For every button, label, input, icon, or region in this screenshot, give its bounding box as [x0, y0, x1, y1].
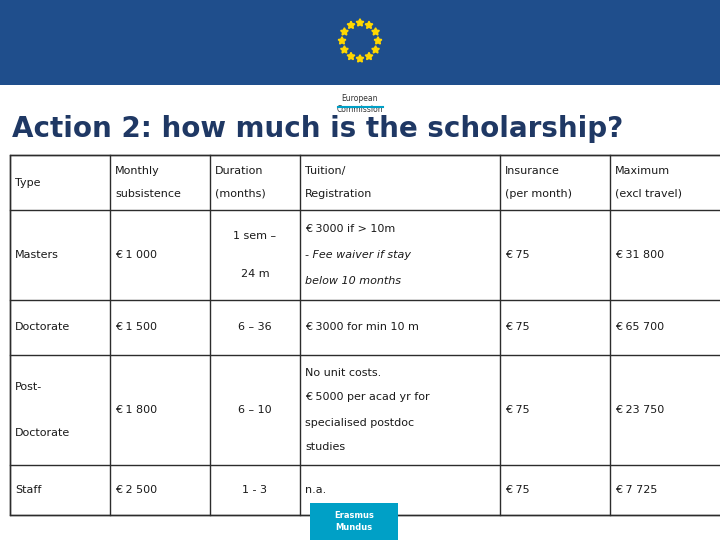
- Text: 1 - 3: 1 - 3: [243, 485, 268, 495]
- Text: € 1 000: € 1 000: [115, 250, 157, 260]
- Text: 1 sem –: 1 sem –: [233, 231, 276, 241]
- Text: Maximum: Maximum: [615, 166, 670, 176]
- Text: n.a.: n.a.: [305, 485, 326, 495]
- Polygon shape: [341, 28, 348, 35]
- Polygon shape: [347, 21, 355, 29]
- Text: Staff: Staff: [15, 485, 41, 495]
- Text: No unit costs.: No unit costs.: [305, 368, 382, 377]
- Text: € 31 800: € 31 800: [615, 250, 664, 260]
- Text: € 75: € 75: [505, 405, 530, 415]
- Text: (months): (months): [215, 189, 266, 199]
- Polygon shape: [374, 37, 382, 44]
- Text: Masters: Masters: [15, 250, 59, 260]
- Text: Doctorate: Doctorate: [15, 322, 71, 333]
- Text: subsistence: subsistence: [115, 189, 181, 199]
- Text: Post-: Post-: [15, 382, 42, 392]
- Text: € 3000 for min 10 m: € 3000 for min 10 m: [305, 322, 419, 333]
- Text: Erasmus
Mundus: Erasmus Mundus: [334, 511, 374, 531]
- Text: 24 m: 24 m: [240, 269, 269, 279]
- Text: € 5000 per acad yr for: € 5000 per acad yr for: [305, 393, 430, 402]
- Polygon shape: [372, 46, 379, 53]
- Text: 6 – 36: 6 – 36: [238, 322, 272, 333]
- Text: € 1 800: € 1 800: [115, 405, 157, 415]
- Text: € 1 500: € 1 500: [115, 322, 157, 333]
- Text: (excl travel): (excl travel): [615, 189, 682, 199]
- Text: € 75: € 75: [505, 250, 530, 260]
- Text: € 2 500: € 2 500: [115, 485, 157, 495]
- Text: Doctorate: Doctorate: [15, 428, 71, 438]
- Text: Type: Type: [15, 178, 40, 187]
- Text: Tuition/: Tuition/: [305, 166, 346, 176]
- Text: € 75: € 75: [505, 485, 530, 495]
- Text: European
Commission: European Commission: [337, 94, 383, 114]
- Text: Duration: Duration: [215, 166, 264, 176]
- Polygon shape: [347, 52, 355, 59]
- Text: 6 – 10: 6 – 10: [238, 405, 272, 415]
- Text: Insurance: Insurance: [505, 166, 560, 176]
- Text: studies: studies: [305, 442, 345, 453]
- Text: (per month): (per month): [505, 189, 572, 199]
- Polygon shape: [365, 52, 373, 59]
- Polygon shape: [365, 21, 373, 29]
- Text: € 23 750: € 23 750: [615, 405, 665, 415]
- Text: € 3000 if > 10m: € 3000 if > 10m: [305, 224, 395, 233]
- Polygon shape: [356, 55, 364, 62]
- Polygon shape: [356, 19, 364, 26]
- Text: Registration: Registration: [305, 189, 372, 199]
- Polygon shape: [338, 37, 346, 44]
- Text: € 75: € 75: [505, 322, 530, 333]
- Text: specialised postdoc: specialised postdoc: [305, 417, 414, 428]
- Text: Action 2: how much is the scholarship?: Action 2: how much is the scholarship?: [12, 115, 624, 143]
- Text: € 65 700: € 65 700: [615, 322, 664, 333]
- Polygon shape: [372, 28, 379, 35]
- Bar: [310, 503, 398, 540]
- Text: Monthly: Monthly: [115, 166, 160, 176]
- Text: below 10 months: below 10 months: [305, 276, 401, 287]
- Text: € 7 725: € 7 725: [615, 485, 657, 495]
- Bar: [0, 0, 720, 85]
- Text: - Fee waiver if stay: - Fee waiver if stay: [305, 250, 411, 260]
- Bar: [10, 155, 720, 515]
- Polygon shape: [341, 46, 348, 53]
